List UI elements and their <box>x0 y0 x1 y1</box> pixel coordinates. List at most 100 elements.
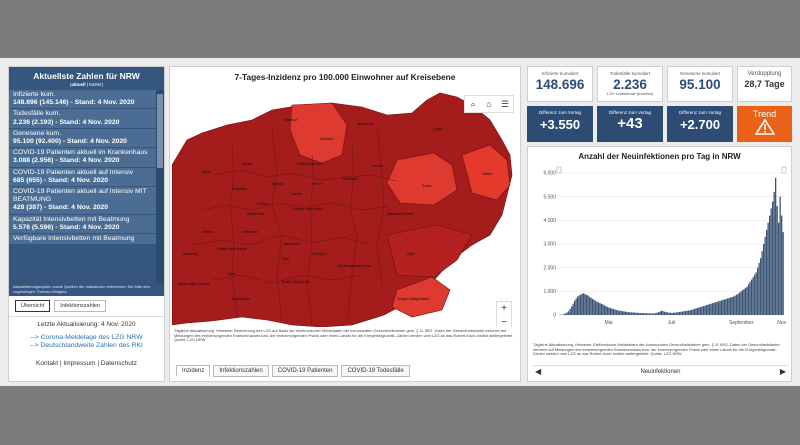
chart-bar[interactable] <box>580 294 582 315</box>
prev-arrow-icon[interactable]: ◀ <box>535 367 542 376</box>
chart-bar[interactable] <box>590 297 592 315</box>
sidebar-list[interactable]: Infizierte kum. 148.696 (145.146) - Stand… <box>9 90 164 283</box>
chart-bar[interactable] <box>748 284 750 315</box>
chart-bar[interactable] <box>610 308 612 315</box>
chart-bar[interactable] <box>647 313 649 315</box>
chart-bar[interactable] <box>634 312 636 315</box>
chart-bar[interactable] <box>566 312 568 315</box>
chart-bar[interactable] <box>622 311 624 315</box>
chart-bar[interactable] <box>752 277 754 315</box>
chart-bar[interactable] <box>595 300 597 315</box>
chart-bar[interactable] <box>719 300 721 315</box>
list-item[interactable]: COVID-19 Patienten aktuell auf Intensiv 6… <box>9 167 156 187</box>
chart-bar[interactable] <box>650 313 652 315</box>
chart-bar[interactable] <box>656 312 658 315</box>
chart-bar[interactable] <box>782 232 784 315</box>
chart-bar[interactable] <box>571 306 573 315</box>
chart-bar[interactable] <box>775 177 777 315</box>
chart-bar[interactable] <box>772 201 774 315</box>
chart-bar[interactable] <box>629 312 631 315</box>
link-lzg[interactable]: --> Corona-Meldelage des LZG NRW <box>30 334 143 341</box>
chart-bar[interactable] <box>683 311 685 315</box>
chart-bar[interactable] <box>685 310 687 315</box>
tab-uebersicht[interactable]: Übersicht <box>15 300 51 312</box>
chart-bar[interactable] <box>707 304 709 315</box>
chart-bar[interactable] <box>583 293 585 315</box>
range-handle[interactable] <box>781 166 787 174</box>
chart-bar[interactable] <box>746 286 748 315</box>
chart-bar[interactable] <box>695 308 697 315</box>
chart-bar[interactable] <box>742 290 744 315</box>
chart-bar[interactable] <box>596 301 598 315</box>
sidebar-scrollbar[interactable] <box>156 90 164 283</box>
chart-bar[interactable] <box>688 310 690 315</box>
chart-bar[interactable] <box>713 302 715 315</box>
chart-bar[interactable] <box>653 313 655 315</box>
chart-bar[interactable] <box>625 311 627 315</box>
chart-bar[interactable] <box>655 313 657 315</box>
list-item[interactable]: Verfügbare Intensivbetten mit Beatmung <box>9 234 156 245</box>
chart-bar[interactable] <box>668 312 670 315</box>
list-item[interactable]: COVID-19 Patienten aktuell im Krankenhau… <box>9 148 156 167</box>
chart-bar[interactable] <box>563 314 565 315</box>
next-arrow-icon[interactable]: ▶ <box>779 367 786 376</box>
district-light-north[interactable] <box>289 102 348 164</box>
district-light-east[interactable] <box>386 152 458 206</box>
chart-bar[interactable] <box>676 312 678 315</box>
chart-svg[interactable]: 0 1.000 2.000 3.000 4.000 5.000 6.000 Mai Juli S… <box>529 165 792 340</box>
district-mid-southeast[interactable] <box>386 224 473 278</box>
scrollbar-thumb[interactable] <box>157 94 163 168</box>
tab-inzidenz[interactable]: Inzidenz <box>176 365 211 377</box>
chart-bar[interactable] <box>698 307 700 315</box>
chart-bar[interactable] <box>584 294 586 315</box>
chart-bar[interactable] <box>722 299 724 315</box>
chart-bar[interactable] <box>635 312 637 315</box>
chart-bar[interactable] <box>623 311 625 315</box>
chart-bar[interactable] <box>607 306 609 315</box>
chart-bar[interactable] <box>778 222 780 315</box>
chart-bar[interactable] <box>602 304 604 315</box>
chart-bar[interactable] <box>757 267 759 315</box>
chart-bar[interactable] <box>701 306 703 315</box>
chart-bar[interactable] <box>781 215 783 315</box>
chart-bar[interactable] <box>593 299 595 315</box>
chart-bar[interactable] <box>575 298 577 315</box>
chart-bar[interactable] <box>652 313 654 315</box>
zoom-in-button[interactable]: + <box>501 303 507 314</box>
chart-bar[interactable] <box>671 312 673 315</box>
chart-bar[interactable] <box>611 308 613 315</box>
chart-bar[interactable] <box>716 301 718 315</box>
list-item[interactable]: Genesene kum. 95.100 (92.400) - Stand: 4 … <box>9 128 156 148</box>
zoom-out-button[interactable]: − <box>501 317 507 327</box>
chart-bar[interactable] <box>725 298 727 315</box>
chart-bar[interactable] <box>758 262 760 315</box>
chart-bar[interactable] <box>578 295 580 315</box>
chart-bar[interactable] <box>686 310 688 315</box>
chart-bar[interactable] <box>677 312 679 315</box>
chart-bar[interactable] <box>581 293 583 315</box>
chart-bar[interactable] <box>679 311 681 315</box>
chart-bar[interactable] <box>569 309 571 315</box>
chart-bar[interactable] <box>598 302 600 315</box>
chart-bar[interactable] <box>715 302 717 315</box>
chart-bar[interactable] <box>641 313 643 315</box>
chart-bar[interactable] <box>764 236 766 315</box>
chart-bar[interactable] <box>770 208 772 316</box>
chart-bar[interactable] <box>763 244 765 315</box>
chart-bar[interactable] <box>704 305 706 315</box>
chart-bar[interactable] <box>619 310 621 315</box>
chart-bar[interactable] <box>766 229 768 315</box>
tab-infektionszahlen-map[interactable]: Infektionszahlen <box>213 365 269 377</box>
chart-bars[interactable] <box>556 166 787 316</box>
list-item[interactable]: Kapazität Intensivbetten mit Beatmung 5.5… <box>9 214 156 234</box>
chart-bar[interactable] <box>592 298 594 315</box>
chart-bar[interactable] <box>710 303 712 315</box>
chart-bar[interactable] <box>706 305 708 315</box>
chart-bar[interactable] <box>745 287 747 315</box>
chart-bar[interactable] <box>692 309 694 315</box>
chart-bar[interactable] <box>730 297 732 315</box>
chart-bar[interactable] <box>631 312 633 315</box>
chart-bar[interactable] <box>617 310 619 315</box>
chart-bar[interactable] <box>664 311 666 315</box>
chart-bar[interactable] <box>740 291 742 315</box>
